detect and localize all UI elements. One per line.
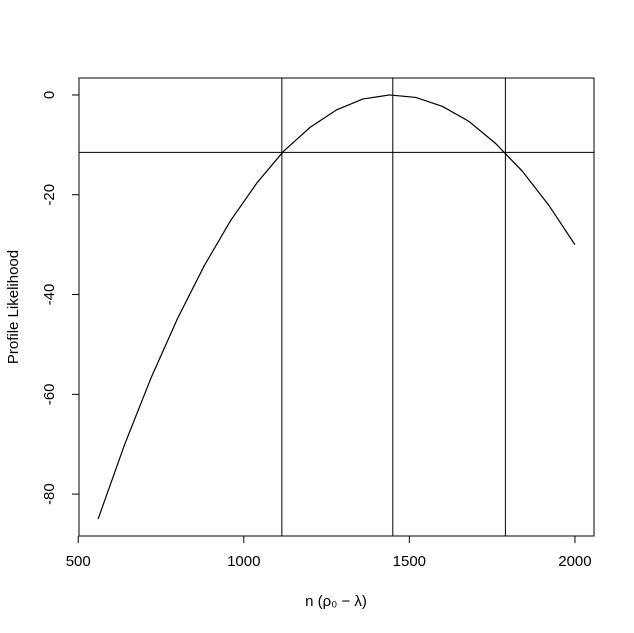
x-tick-label: 1500: [393, 553, 426, 570]
y-tick-label: -60: [41, 383, 58, 405]
x-tick-label: 500: [66, 553, 91, 570]
x-tick-label: 2000: [558, 553, 591, 570]
y-tick-label: -20: [41, 184, 58, 206]
y-tick-label: -40: [41, 284, 58, 306]
plot-frame: [78, 77, 595, 537]
curve: [97, 94, 576, 520]
y-tick-label: -80: [41, 483, 58, 505]
y-tick-label: 0: [41, 91, 58, 99]
x-axis-label: n (ρ₀ − λ): [305, 593, 367, 610]
y-axis-label: Profile Likelihood: [5, 250, 22, 364]
x-tick-label: 1000: [227, 553, 260, 570]
